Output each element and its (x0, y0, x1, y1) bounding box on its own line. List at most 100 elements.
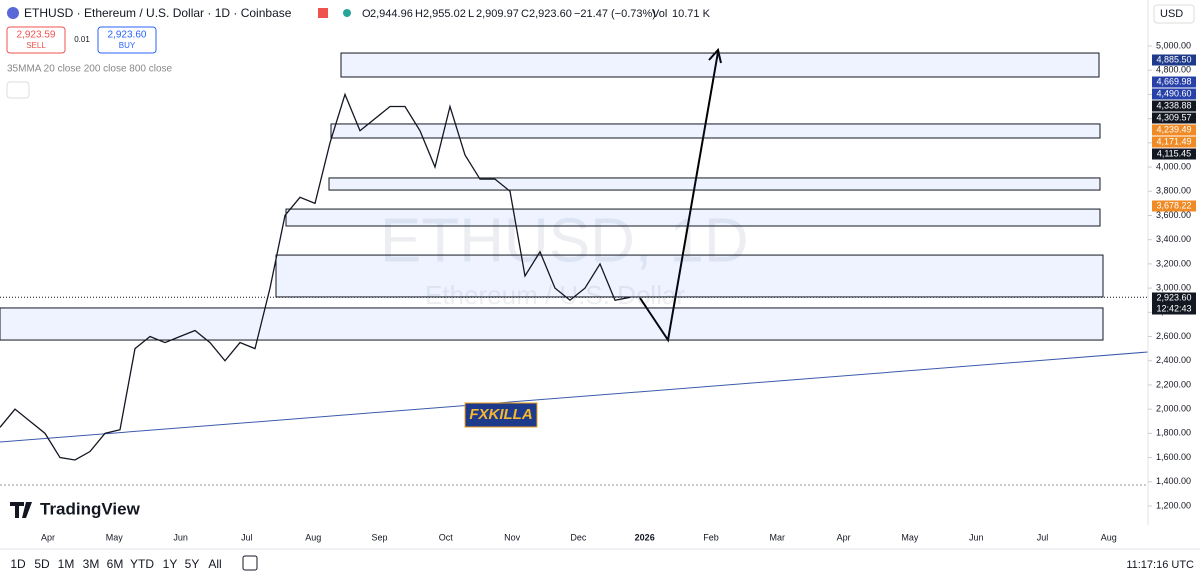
x-tick-label: Jun (173, 532, 188, 542)
volume: 10.71 K (672, 8, 711, 20)
y-tick-label: 2,400.00 (1156, 355, 1191, 365)
sell-btn[interactable] (6, 26, 66, 54)
indicator: 35MMA 20 close 200 close 800 close (7, 64, 173, 75)
x-tick-label: Nov (504, 532, 521, 542)
price-tag-label: 4,115.45 (1157, 148, 1191, 158)
y-tick-label: 1,800.00 (1156, 428, 1191, 438)
x-tick-label: Sep (371, 532, 387, 542)
range-btn[interactable]: 1M (58, 557, 75, 571)
currency-btn[interactable] (1153, 4, 1195, 24)
ohlc-key: H (415, 8, 423, 20)
y-tick-label: 1,400.00 (1156, 476, 1191, 486)
arrow-head (708, 47, 722, 64)
range-btn[interactable]: 1Y (163, 557, 178, 571)
x-tick-label: Apr (837, 532, 851, 542)
price-tag-label: 4,239.49 (1156, 124, 1191, 134)
price-tag-label: 4,885.50 (1156, 54, 1191, 64)
range-btn[interactable]: 5D (34, 557, 50, 571)
countdown: 12:42:43 (1156, 303, 1191, 313)
x-tick-label: Aug (1101, 532, 1117, 542)
x-tick-label: Apr (41, 532, 55, 542)
price-tag (1152, 112, 1196, 124)
zone (330, 123, 1101, 139)
x-tick-label: Jun (969, 532, 984, 542)
price-tag-label: 4,669.98 (1156, 76, 1191, 86)
x-tick-label: Jul (1037, 532, 1049, 542)
sell-price: 2,923.59 (17, 30, 56, 41)
price-tag (1152, 136, 1196, 148)
range-btn[interactable]: All (208, 557, 221, 571)
price-tag (1152, 148, 1196, 160)
price-tag (1152, 76, 1196, 88)
y-tick-label: 4,000.00 (1156, 161, 1191, 171)
range-btn[interactable]: YTD (130, 557, 154, 571)
range-btn[interactable]: 3M (83, 557, 100, 571)
price-tag-label: 2,923.60 (1156, 292, 1191, 302)
range-btn[interactable]: 6M (107, 557, 124, 571)
ohlc-value: 2,955.02 (423, 8, 466, 20)
watermark: ETHUSD, 1D (380, 206, 749, 275)
spread: 0.01 (74, 35, 90, 44)
y-tick-label: 2,600.00 (1156, 331, 1191, 341)
x-tick-label: Jul (241, 532, 253, 542)
ranges: 1D 5D 1M 3M 6M YTD 1Y 5Y All (10, 557, 221, 571)
tv-logo (10, 502, 32, 518)
x-tick-label: Mar (770, 532, 786, 542)
buy-label: BUY (119, 41, 136, 50)
zone (340, 52, 1100, 78)
y-tick-label: 5,000.00 (1156, 40, 1191, 50)
brand: TradingView (40, 499, 141, 518)
y-tick-label: 3,800.00 (1156, 186, 1191, 196)
symbol-icon (7, 7, 19, 19)
trendline (0, 351, 1149, 443)
zone (328, 177, 1101, 191)
x-tick-label: Aug (305, 532, 321, 542)
currency: USD (1160, 8, 1183, 20)
x-tick-label: Feb (703, 532, 719, 542)
x-tick-label: May (901, 532, 919, 542)
x-tick-label: 2026 (635, 532, 655, 542)
ohlc: O 2,944.96 H 2,955.02 L 2,909.97 C 2,923.60 −21.… (362, 8, 711, 20)
y-tick-label: 4,800.00 (1156, 65, 1191, 75)
fxkilla: FXKILLA (469, 406, 532, 423)
y-tick-label: 2,200.00 (1156, 379, 1191, 389)
range-btn[interactable]: 5Y (185, 557, 200, 571)
x-tick-label: May (106, 532, 124, 542)
calendar[interactable] (242, 555, 258, 571)
watermark-name: Ethereum / U.S. Dollar (425, 280, 685, 310)
x-tick-label: Dec (570, 532, 587, 542)
status (343, 9, 351, 17)
price-tag (1152, 88, 1196, 100)
y-tick-label: 2,000.00 (1156, 404, 1191, 414)
buy-btn[interactable] (97, 26, 157, 54)
zone (285, 208, 1101, 227)
range-btn[interactable]: 1D (10, 557, 26, 571)
y-tick-label: 3,200.00 (1156, 258, 1191, 268)
y-tick-label: 1,200.00 (1156, 500, 1191, 510)
ohlc-key: O (362, 8, 371, 20)
clock: 11:17:16 UTC (1126, 559, 1194, 571)
price-tag (1152, 124, 1196, 136)
volume-key: Vol (652, 8, 667, 20)
flag[interactable] (318, 8, 328, 18)
price-tag (1152, 54, 1196, 66)
ohlc-value: 2,923.60 (529, 8, 572, 20)
price-tag-label: 4,171.49 (1156, 136, 1191, 146)
change: −21.47 (−0.73%) (574, 8, 656, 20)
y-tick-label: 3,000.00 (1156, 282, 1191, 292)
price-tag (1152, 200, 1196, 212)
zone (0, 307, 1104, 341)
price-tag (1152, 292, 1196, 315)
zone (275, 254, 1104, 298)
sell-label: SELL (26, 41, 46, 50)
x-tick-label: Oct (439, 532, 454, 542)
buy-price: 2,923.60 (108, 30, 147, 41)
y-tick-label: 3,600.00 (1156, 210, 1191, 220)
ohlc-key: L (468, 8, 474, 20)
ohlc-value: 2,944.96 (370, 8, 413, 20)
collapse[interactable] (6, 81, 30, 99)
fxkilla-box (464, 402, 538, 428)
price-tag-label: 4,309.57 (1156, 112, 1191, 122)
